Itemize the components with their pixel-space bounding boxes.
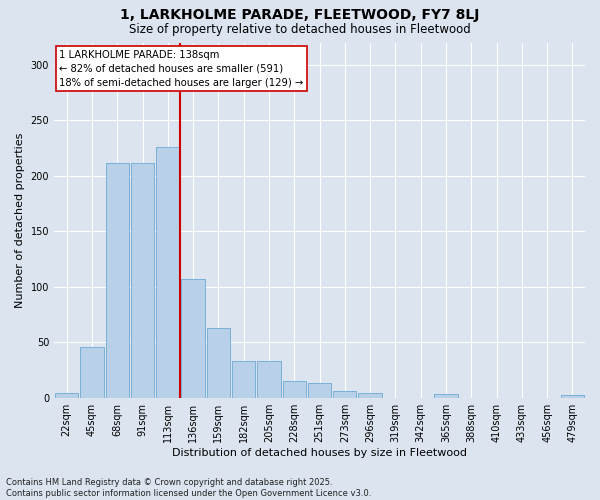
Bar bbox=[257, 361, 281, 398]
Bar bbox=[156, 147, 179, 398]
Bar bbox=[207, 328, 230, 398]
Bar bbox=[181, 279, 205, 398]
Bar bbox=[232, 361, 256, 398]
Bar bbox=[131, 164, 154, 398]
X-axis label: Distribution of detached houses by size in Fleetwood: Distribution of detached houses by size … bbox=[172, 448, 467, 458]
Bar bbox=[434, 394, 458, 398]
Bar bbox=[106, 164, 129, 398]
Y-axis label: Number of detached properties: Number of detached properties bbox=[15, 132, 25, 308]
Text: Size of property relative to detached houses in Fleetwood: Size of property relative to detached ho… bbox=[129, 22, 471, 36]
Bar bbox=[333, 391, 356, 398]
Text: Contains HM Land Registry data © Crown copyright and database right 2025.
Contai: Contains HM Land Registry data © Crown c… bbox=[6, 478, 371, 498]
Bar bbox=[55, 394, 79, 398]
Bar bbox=[80, 346, 104, 398]
Text: 1 LARKHOLME PARADE: 138sqm
← 82% of detached houses are smaller (591)
18% of sem: 1 LARKHOLME PARADE: 138sqm ← 82% of deta… bbox=[59, 50, 304, 88]
Bar bbox=[358, 394, 382, 398]
Bar bbox=[561, 396, 584, 398]
Bar bbox=[283, 381, 306, 398]
Bar bbox=[308, 384, 331, 398]
Text: 1, LARKHOLME PARADE, FLEETWOOD, FY7 8LJ: 1, LARKHOLME PARADE, FLEETWOOD, FY7 8LJ bbox=[121, 8, 479, 22]
